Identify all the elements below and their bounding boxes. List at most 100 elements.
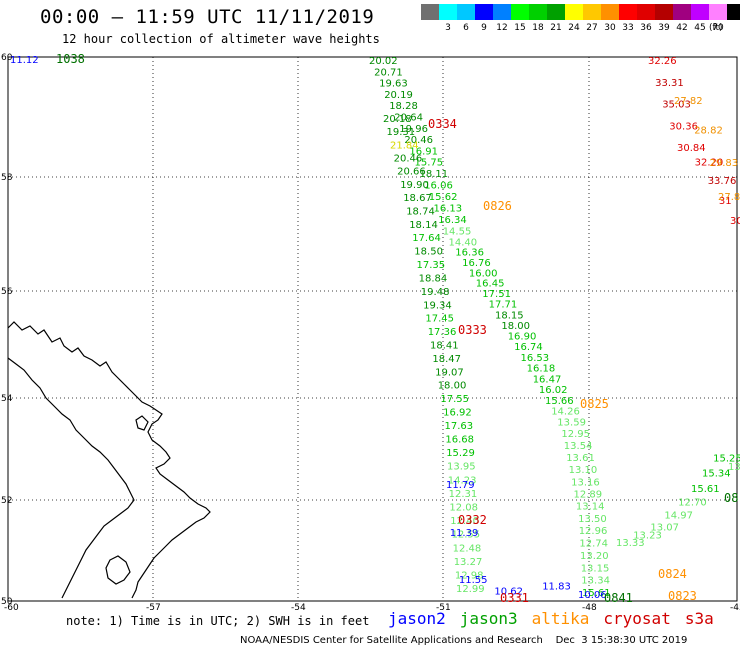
wave-height-value: 17.36 [428,327,457,338]
coastline-island-small [135,415,149,431]
wave-height-value: 19.63 [379,79,408,90]
latitude-tick-label: 50 [1,597,13,607]
wave-height-value: 19.31 [387,127,416,138]
wave-height-value: 14.97 [664,510,693,521]
colorbar-swatch [583,4,601,20]
wave-height-value: 13.95 [447,462,476,473]
colorbar-label: 33 [622,23,634,33]
wave-height-value: 14.55 [443,226,472,237]
longitude-labels: -60 -57 -54 -51 -48 -45 [4,603,740,610]
longitude-tick-label: -54 [291,603,306,610]
wave-height-value: 13.34 [581,576,610,587]
wave-height-value: 32.20 [695,158,724,169]
colorbar-label: 21 [550,23,562,33]
longitude-tick-label: -51 [436,603,451,610]
wave-height-value: 12.31 [449,489,478,500]
wave-height-value: 18.74 [406,207,435,218]
colorbar-swatch [439,4,457,20]
wave-height-value: 21.84 [390,140,419,151]
colorbar-label: 42 [676,23,688,33]
wave-height-value: 10.62 [494,587,523,598]
colorbar-label: 6 [463,23,469,33]
wave-height-value: 15.29 [446,448,475,459]
colorbar-label: 45 [694,23,706,33]
wave-height-value: 16.92 [443,407,472,418]
wave-height-value: 18.14 [409,220,438,231]
wave-height-value: 31 [719,196,732,207]
colorbar-swatch [655,4,673,20]
wave-height-value: 33.76 [708,176,737,187]
lat-lon-grid [7,56,738,602]
satellite-legend: jason2 jason3 altika cryosat s3a [388,609,728,628]
wave-height-value: 18.47 [432,354,461,365]
track-cryosat: 32.26 33.31 35.03 30.36 30.84 32.20 33.76 31 30 [648,56,740,227]
wave-height-value: 20.19 [384,90,413,101]
wave-height-value: 13.86 [728,462,740,473]
wave-height-value: 18.50 [414,247,443,258]
latitude-labels: 60 58 56 54 52 50 [1,53,13,607]
wave-height-value: 18.67 [403,193,432,204]
wave-height-value: 12.98 [455,570,484,581]
wave-height-value: 12.55 [452,530,481,541]
latitude-tick-label: 52 [1,496,12,506]
colorbar-swatch [529,4,547,20]
colorbar-swatch [727,4,740,20]
colorbar-swatch [673,4,691,20]
wave-height-value: 13.15 [581,563,610,574]
wave-height-value: 13.33 [616,538,645,549]
wave-height-value: 11.55 [459,575,488,586]
colorbar-label: 30 [604,23,616,33]
wave-height-value: 13.61 [566,453,595,464]
wave-height-value: 16.91 [409,146,438,157]
wave-height-value: 16.74 [514,342,543,353]
latitude-tick-label: 56 [1,287,13,297]
wave-height-value: 20.46 [404,135,433,146]
colorbar-swatch [637,4,655,20]
wave-height-value: 20.02 [369,56,398,67]
wave-height-value: 16.90 [508,332,537,343]
colorbar-label: 12 [496,23,508,33]
pass-time-label: 0841 [604,591,633,605]
colorbar-swatch [457,4,475,20]
wave-height-value: 10.06 [578,590,607,601]
wave-height-value: 17.45 [425,314,454,325]
wave-height-value: 13.23 [633,530,662,541]
wave-height-value: 16.34 [438,215,467,226]
coastline [7,321,211,599]
wave-height-value: 18.11 [420,169,449,180]
colorbar-label: 39 [658,23,670,33]
track-jason3: 20.0220.7119.6320.1918.2820.6419.9620.46… [369,56,611,599]
wave-height-value: 16.53 [521,353,550,364]
colorbar-swatch [493,4,511,20]
wave-height-value: 19.96 [399,124,428,135]
wave-height-value: 16.13 [434,203,463,214]
colorbar-label: 15 [514,23,526,33]
wave-height-value: 18.84 [419,273,448,284]
wave-height-value: 16.45 [476,279,505,290]
wave-height-value: 11.83 [542,582,571,593]
colorbar-label: 9 [481,23,487,33]
colorbar-swatch [547,4,565,20]
wave-height-value: 18.00 [501,321,530,332]
colorbar-swatch [421,4,439,20]
pass-time-label: 0332 [458,513,487,527]
wave-height-value: 15.25 [713,453,740,464]
wave-height-value: 12.96 [579,526,608,537]
wave-height-value: 15.61 [582,588,611,599]
wave-height-value: 17.51 [482,289,511,300]
footer-note: note: 1) Time is in UTC; 2) SWH is in fe… [66,614,370,628]
wave-height-value: 12.70 [678,497,707,508]
longitude-tick-label: -57 [146,603,161,610]
pass-time-label: 0333 [458,323,487,337]
legend-jason2: jason2 [388,609,446,628]
wave-height-value: 13.27 [454,557,483,568]
wave-height-value: 30.36 [669,121,698,132]
wave-height-value: 16.02 [539,385,568,396]
wave-height-value: 19.90 [400,180,429,191]
legend-s3a: s3a [684,609,714,628]
wave-height-value: 15.66 [545,396,574,407]
colorbar-swatch [619,4,637,20]
wave-height-value: 32.26 [648,56,677,67]
wave-height-value: 17.71 [489,300,518,311]
